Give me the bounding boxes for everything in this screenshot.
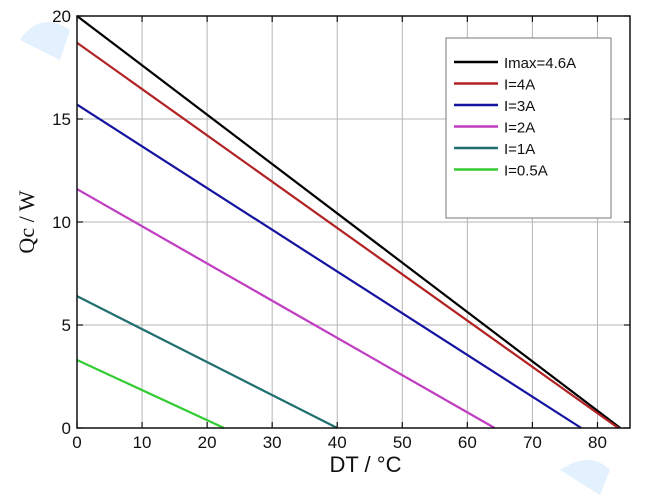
x-tick-label: 30 bbox=[263, 433, 282, 452]
series-line bbox=[76, 15, 621, 429]
legend-label: Imax=4.6A bbox=[504, 55, 576, 72]
x-tick-label: 0 bbox=[72, 433, 81, 452]
watermark-mark bbox=[20, 22, 70, 60]
x-tick-label: 20 bbox=[198, 433, 217, 452]
legend: Imax=4.6A I=4A I=3A I=2A I=1A I=0.5A bbox=[445, 37, 612, 219]
series-lines bbox=[76, 15, 621, 429]
series-line bbox=[76, 103, 582, 429]
watermark bbox=[20, 22, 610, 495]
legend-label: I=1A bbox=[504, 141, 535, 158]
legend-label: I=3A bbox=[504, 98, 535, 115]
series-line bbox=[76, 41, 619, 429]
series-line bbox=[76, 359, 225, 429]
y-tick-label: 15 bbox=[52, 110, 71, 129]
x-tick-label: 60 bbox=[458, 433, 477, 452]
y-tick-label: 5 bbox=[62, 316, 71, 335]
legend-label: I=4A bbox=[504, 77, 535, 94]
x-tick-label: 50 bbox=[393, 433, 412, 452]
x-tick-label: 80 bbox=[588, 433, 607, 452]
series-line bbox=[76, 295, 338, 429]
y-tick-label: 0 bbox=[62, 419, 71, 438]
legend-box bbox=[445, 37, 612, 219]
legend-label: I=2A bbox=[504, 120, 535, 137]
x-tick-label: 10 bbox=[133, 433, 152, 452]
series-line bbox=[76, 188, 496, 429]
x-axis-label: DT / °C bbox=[330, 452, 402, 477]
watermark-mark bbox=[560, 460, 610, 495]
y-tick-label: 10 bbox=[52, 213, 71, 232]
x-tick-label: 40 bbox=[328, 433, 347, 452]
y-axis-label: Qc / W bbox=[14, 190, 39, 253]
x-tick-label: 70 bbox=[523, 433, 542, 452]
y-tick-label: 20 bbox=[52, 7, 71, 26]
legend-label: I=0.5A bbox=[504, 163, 548, 180]
axis-ticks: 0 10 20 30 40 50 60 70 80 0 5 10 15 20 bbox=[52, 7, 630, 452]
